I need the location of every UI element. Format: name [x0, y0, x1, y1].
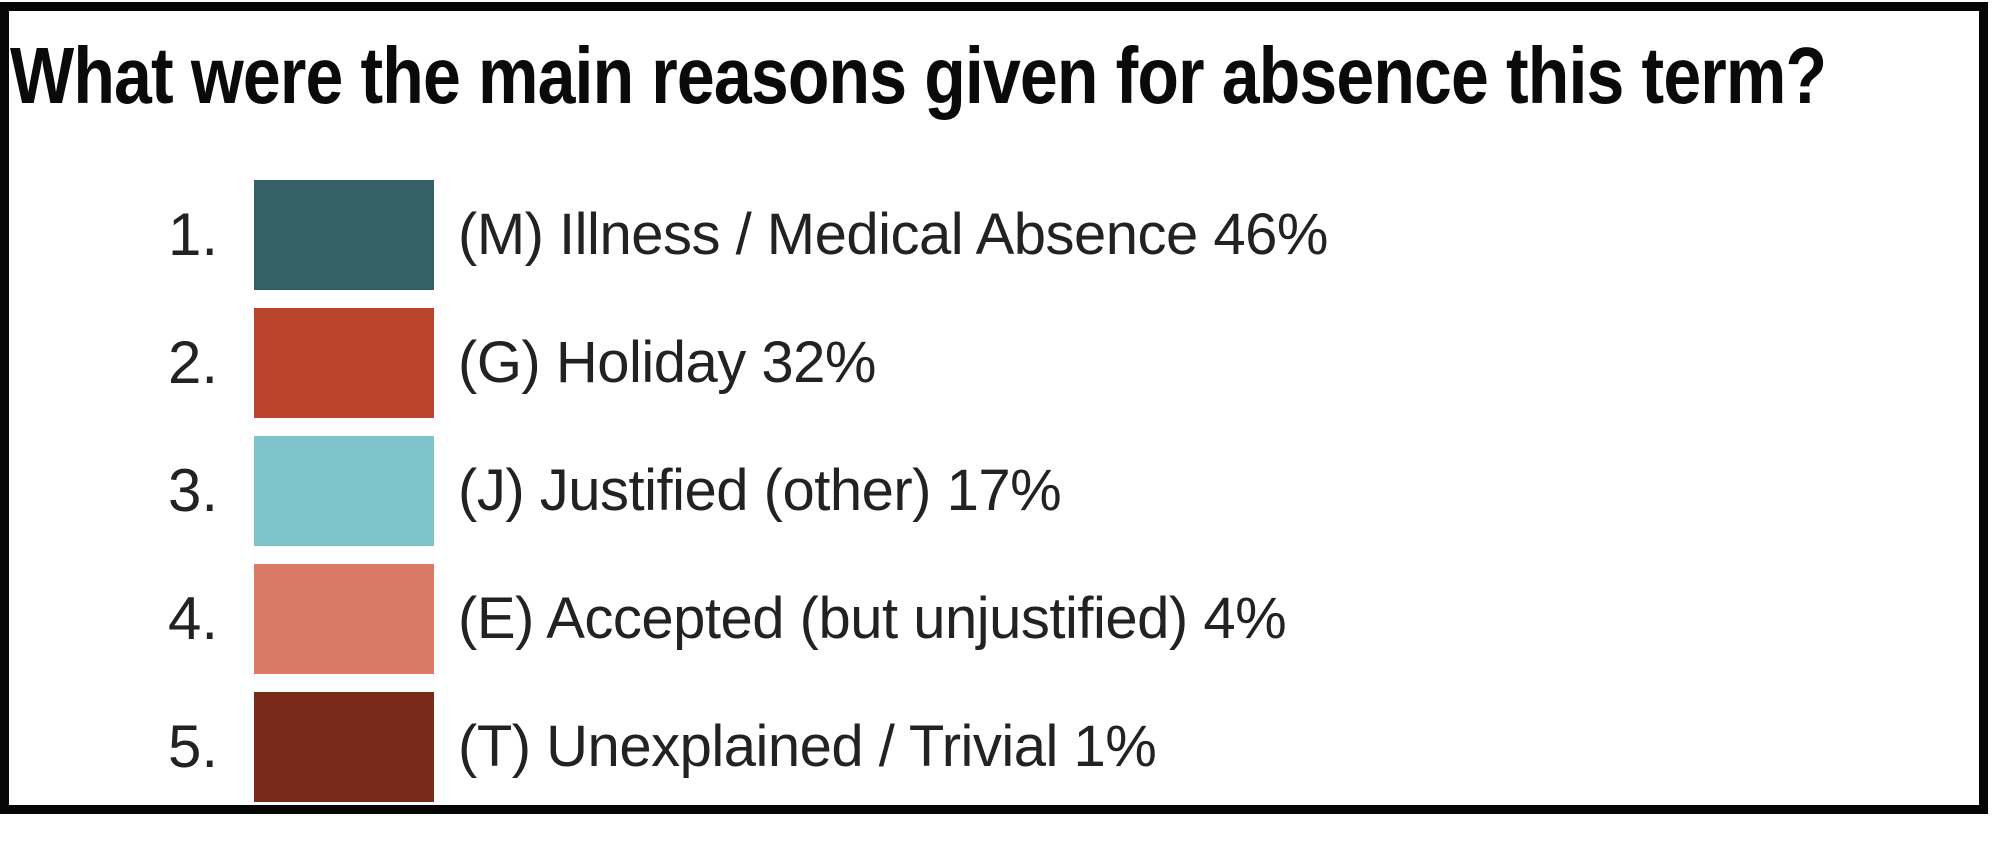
- option-rank: 1.: [167, 201, 218, 268]
- answer-row-4: 4. (E) Accepted (but unjustified) 4%: [100, 564, 1287, 674]
- answer-row-3: 3. (J) Justified (other) 17%: [100, 436, 1062, 546]
- color-swatch: [254, 180, 434, 290]
- question-title: What were the main reasons given for abs…: [10, 31, 1827, 120]
- answer-row-2: 2. (G) Holiday 32%: [100, 308, 876, 418]
- option-rank: 4.: [167, 585, 218, 652]
- option-rank: 3.: [167, 457, 218, 524]
- option-label: (T) Unexplained / Trivial 1%: [458, 714, 1157, 779]
- option-label: (M) Illness / Medical Absence 46%: [458, 202, 1328, 267]
- option-label: (E) Accepted (but unjustified) 4%: [458, 586, 1287, 651]
- option-rank: 5.: [167, 713, 218, 780]
- color-swatch: [254, 564, 434, 674]
- option-label: (J) Justified (other) 17%: [458, 458, 1062, 523]
- answer-row-5: 5. (T) Unexplained / Trivial 1%: [100, 692, 1157, 802]
- option-rank: 2.: [167, 329, 218, 396]
- color-swatch: [254, 436, 434, 546]
- color-swatch: [254, 692, 434, 802]
- option-label: (G) Holiday 32%: [458, 330, 876, 395]
- answer-row-1: 1. (M) Illness / Medical Absence 46%: [100, 180, 1328, 290]
- color-swatch: [254, 308, 434, 418]
